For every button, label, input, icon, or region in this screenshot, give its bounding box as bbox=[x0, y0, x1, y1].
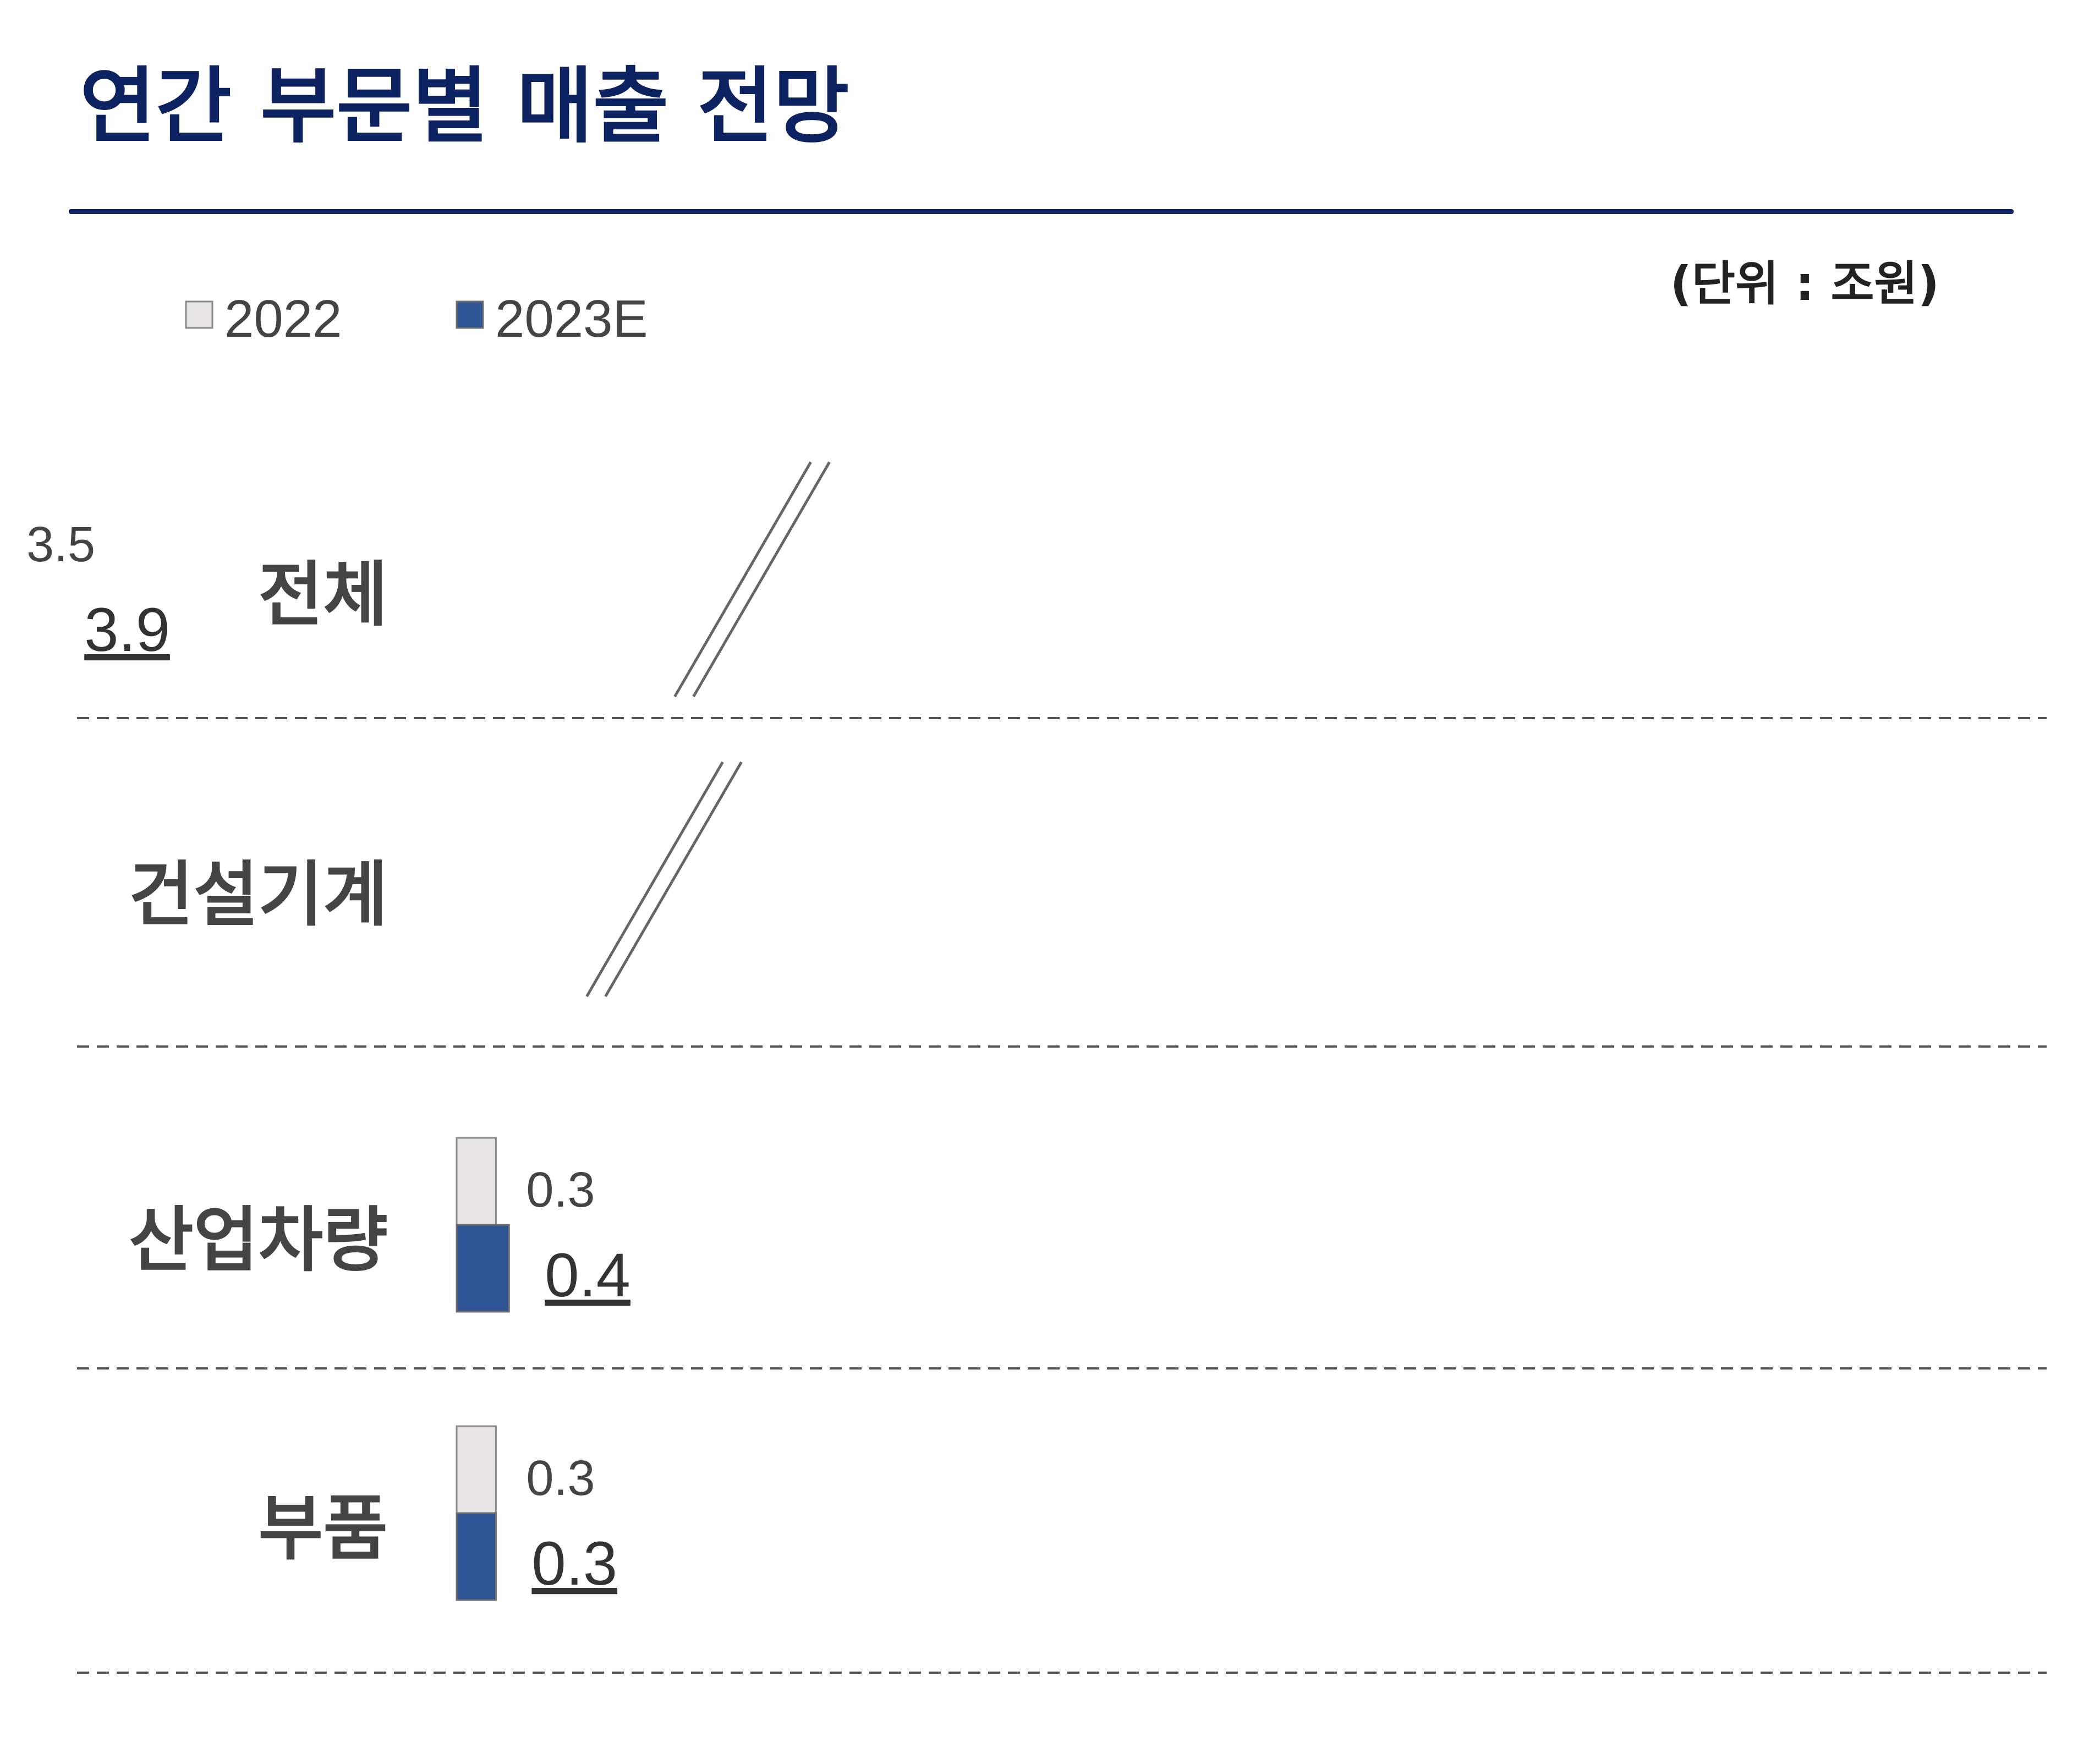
bar-industrial-vehicles-2022 bbox=[456, 1137, 497, 1226]
value-label-industrial-vehicles-2023e: 0.4 bbox=[545, 1241, 630, 1310]
bar-group-industrial-vehicles: 산업차량 0.3 0.4 bbox=[129, 1137, 630, 1313]
axis-break-line-a-construction-equipment bbox=[585, 761, 724, 998]
value-label-parts-2023e: 0.3 bbox=[531, 1529, 617, 1598]
plot-area: 전체 3.5 3.9 건설기계2.93.2 산업차량 0.3 0.4 부품 0.3 0.3 bbox=[26, 461, 2047, 1674]
bar-group-parts: 부품 0.3 0.3 bbox=[258, 1425, 617, 1601]
category-label-total: 전체 bbox=[258, 554, 388, 636]
legend-swatch-2023e bbox=[456, 300, 484, 329]
category-label-construction-equipment: 건설기계 bbox=[129, 854, 388, 936]
bar-industrial-vehicles-2023e bbox=[456, 1224, 510, 1313]
value-label-parts-2022: 0.3 bbox=[526, 1451, 595, 1506]
axis-break-total bbox=[675, 462, 830, 697]
category-label-industrial-vehicles: 산업차량 bbox=[129, 1199, 388, 1281]
legend-label-2023e: 2023E bbox=[495, 289, 648, 348]
axis-break-line-b-construction-equipment bbox=[604, 761, 743, 998]
chart-title: 연간 부문별 매출 전망 bbox=[80, 59, 849, 155]
title-rule bbox=[69, 209, 2014, 214]
value-label-total-2023e: 3.9 bbox=[84, 595, 170, 664]
bar-group-total: 전체 3.5 3.9 bbox=[26, 461, 831, 698]
unit-label: (단위 : 조원) bbox=[1670, 256, 1939, 311]
legend-label-2022: 2022 bbox=[224, 289, 342, 348]
value-label-total-2022: 3.5 bbox=[26, 517, 95, 572]
bar-parts-2023e bbox=[456, 1512, 497, 1601]
bar-parts-2022 bbox=[456, 1425, 497, 1514]
bar-group-construction-equipment: 건설기계2.93.2 bbox=[129, 761, 743, 998]
axis-break-line-a-total bbox=[673, 461, 812, 698]
legend-swatch-2022 bbox=[185, 300, 213, 329]
value-label-industrial-vehicles-2022: 0.3 bbox=[526, 1163, 595, 1218]
axis-break-construction-equipment bbox=[586, 762, 742, 996]
axis-break-line-b-total bbox=[692, 461, 831, 698]
category-label-parts: 부품 bbox=[258, 1488, 388, 1570]
legend: 2022 2023E bbox=[185, 289, 648, 348]
